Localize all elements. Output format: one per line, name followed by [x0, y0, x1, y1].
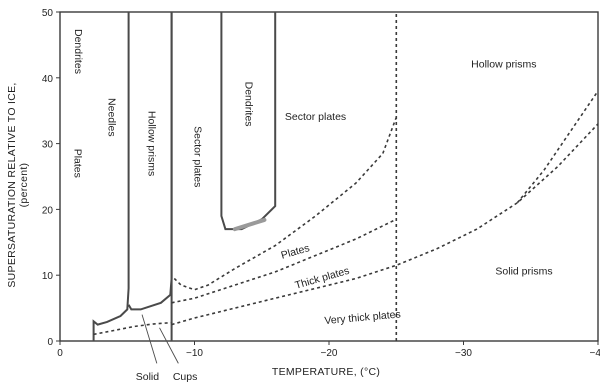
region-label-sector-plates: Sector plates: [191, 126, 203, 187]
region-label-solid: Solid: [136, 371, 160, 383]
y-tick-label: 30: [42, 140, 54, 151]
y-tick-label: 50: [42, 8, 54, 19]
region-label-plates: Plates: [72, 149, 84, 178]
region-labels: Dendrites Plates Needles Hollow prisms Secto…: [72, 29, 553, 383]
region-label-plates: Plates: [280, 242, 311, 262]
dotted-boundary-curve: [171, 218, 397, 304]
dotted-boundary-curve: [173, 117, 398, 291]
dotted-boundary-curve: [171, 123, 599, 326]
x-tick-label: −20: [321, 348, 338, 359]
gray-markers: [232, 217, 267, 232]
axis-ticks: 0 −10 −20 −30 −40 0 10 20 30 40 50: [42, 8, 600, 359]
region-label-cups: Cups: [173, 371, 198, 383]
x-tick-label: −10: [186, 348, 203, 359]
x-tick-label: −30: [455, 348, 472, 359]
x-tick-label: −40: [590, 348, 600, 359]
y-axis-title: SUPERSATURATION RELATIVE TO ICE, (percen…: [6, 82, 30, 287]
y-tick-label: 40: [42, 74, 54, 85]
dotted-boundary-curve: [516, 90, 599, 204]
region-label-very-thick-plates: Very thick plates: [324, 308, 401, 327]
x-axis-title: TEMPERATURE, (°C): [272, 366, 380, 378]
region-label-hollow-prisms: Hollow prisms: [471, 58, 536, 70]
region-label-sector-plates: Sector plates: [285, 111, 346, 123]
dotted-boundary-curve: [93, 321, 172, 336]
gray-highlight-marker: [232, 217, 267, 232]
region-label-solid-prisms: Solid prisms: [495, 266, 552, 278]
y-axis-title-line2: (percent): [18, 163, 30, 208]
region-label-hollow-prisms: Hollow prisms: [146, 111, 158, 176]
region-label-thick-plates: Thick plates: [294, 265, 351, 292]
y-tick-label: 0: [47, 337, 53, 348]
x-tick-label: 0: [57, 348, 63, 359]
y-tick-label: 20: [42, 205, 54, 216]
region-label-needles: Needles: [105, 98, 117, 137]
leader-line: [159, 327, 179, 364]
y-tick-label: 10: [42, 271, 54, 282]
solid-boundary-curve: [92, 12, 130, 341]
leader-lines: [141, 314, 179, 364]
region-label-dendrites: Dendrites: [242, 82, 254, 127]
region-label-dendrites: Dendrites: [72, 29, 84, 74]
curves: [92, 12, 599, 341]
leader-line: [141, 314, 158, 364]
y-axis-title-line1: SUPERSATURATION RELATIVE TO ICE,: [6, 82, 18, 287]
